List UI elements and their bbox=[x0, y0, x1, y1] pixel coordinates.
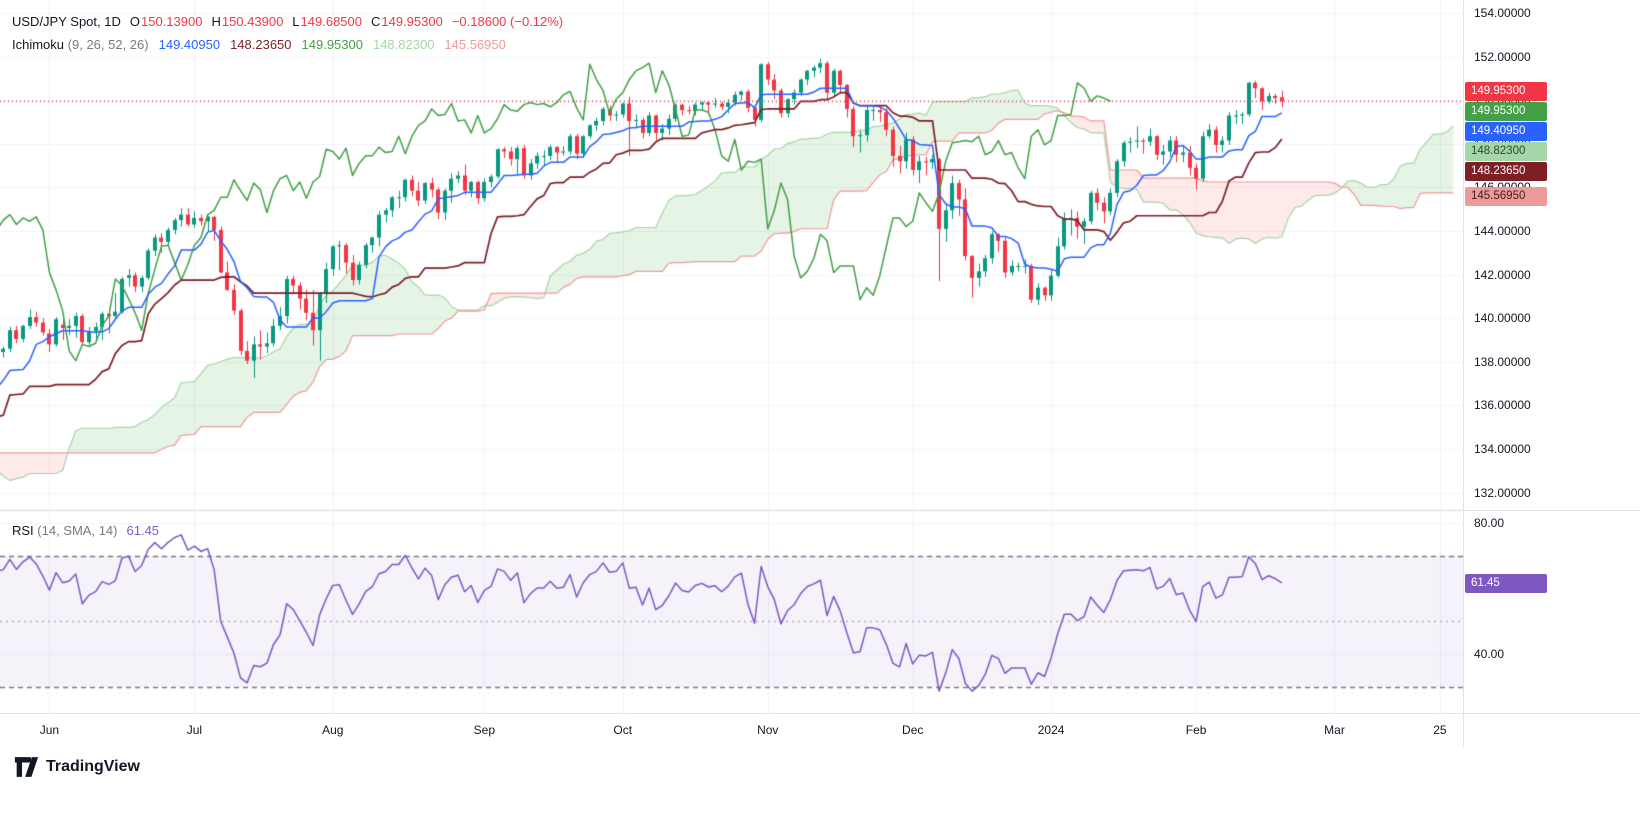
price-axis-label: 138.00000 bbox=[1474, 354, 1531, 369]
price-legend: USD/JPY Spot, 1D O150.13900 H150.43900 L149… bbox=[12, 10, 563, 56]
ohlc-value: 150.43900 bbox=[221, 14, 284, 29]
rsi-title[interactable]: RSI (14, SMA, 14) bbox=[12, 523, 118, 538]
ohlc-key: L bbox=[292, 14, 300, 29]
time-axis-label: Feb bbox=[1185, 723, 1207, 737]
price-scale-border bbox=[1463, 0, 1464, 747]
price-axis-label: 140.00000 bbox=[1474, 311, 1531, 326]
price-badge: 148.23650 bbox=[1465, 161, 1547, 181]
ohlc-key: C bbox=[370, 14, 381, 29]
time-scale[interactable]: Jun Jul Aug Sep Oct Nov Dec 2024 Feb Mar 25 bbox=[0, 714, 1463, 746]
ichimoku-value: 145.56950 bbox=[444, 37, 506, 52]
ohlc-value: 149.95300 bbox=[381, 14, 443, 29]
tradingview-brand-text: TradingView bbox=[46, 758, 140, 775]
rsi-axis-label: 40.00 bbox=[1474, 647, 1505, 662]
time-axis-label: 25 bbox=[1433, 723, 1447, 737]
price-axis-label: 144.00000 bbox=[1474, 224, 1531, 239]
symbol-legend-row: USD/JPY Spot, 1D O150.13900 H150.43900 L149… bbox=[12, 10, 563, 33]
price-axis-label: 142.00000 bbox=[1474, 267, 1531, 282]
price-badge: 149.95300 bbox=[1465, 101, 1547, 121]
time-axis-label: Jul bbox=[186, 723, 203, 737]
rsi-legend: RSI (14, SMA, 14) 61.45 bbox=[12, 523, 159, 538]
time-axis-label: 2024 bbox=[1037, 723, 1065, 737]
ichimoku-legend-row: Ichimoku (9, 26, 52, 26) 149.40950 148.236… bbox=[12, 33, 563, 56]
ohlc-key: H bbox=[211, 14, 221, 29]
time-axis-label: Oct bbox=[613, 723, 633, 737]
pane-divider[interactable] bbox=[1463, 510, 1640, 511]
time-axis-label: Nov bbox=[757, 723, 779, 737]
rsi-axis-label: 80.00 bbox=[1474, 516, 1505, 531]
rsi-badge: 61.45 bbox=[1465, 574, 1547, 594]
ohlc-values: O150.13900 H150.43900 L149.68500 C149.95300 bbox=[121, 14, 443, 29]
time-scale-border bbox=[0, 713, 1640, 714]
price-badge: 149.95300 bbox=[1465, 81, 1547, 101]
ichimoku-value: 148.23650 bbox=[230, 37, 292, 52]
price-badge: 145.56950 bbox=[1465, 187, 1547, 207]
rsi-value: 61.45 bbox=[126, 523, 160, 538]
price-axis-label: 136.00000 bbox=[1474, 398, 1531, 413]
time-axis-label: Mar bbox=[1324, 723, 1345, 737]
rsi-params: (14, SMA, 14) bbox=[37, 523, 118, 538]
ohlc-key: O bbox=[129, 14, 140, 29]
ohlc-value: 150.13900 bbox=[141, 14, 203, 29]
price-axis-label: 154.00000 bbox=[1474, 6, 1531, 21]
symbol-title[interactable]: USD/JPY Spot, 1D bbox=[12, 14, 121, 29]
price-axis-label: 134.00000 bbox=[1474, 441, 1531, 456]
time-axis-label: Aug bbox=[322, 723, 344, 737]
ichimoku-value: 149.95300 bbox=[301, 37, 363, 52]
rsi-name: RSI bbox=[12, 523, 34, 538]
price-badge: 149.40950 bbox=[1465, 121, 1547, 141]
price-badge: 148.82300 bbox=[1465, 141, 1547, 161]
ichimoku-name: Ichimoku bbox=[12, 37, 65, 52]
ichimoku-value: 148.82300 bbox=[372, 37, 435, 52]
ichimoku-params: (9, 26, 52, 26) bbox=[67, 37, 149, 52]
time-axis-label: Jun bbox=[39, 723, 60, 737]
price-scale[interactable]: 154.00000152.00000150.00000148.00000146.… bbox=[1464, 0, 1640, 713]
ichimoku-title[interactable]: Ichimoku (9, 26, 52, 26) bbox=[12, 37, 149, 52]
ohlc-value: 149.68500 bbox=[300, 14, 362, 29]
time-axis-label: Sep bbox=[473, 723, 496, 737]
tradingview-logo-icon bbox=[14, 757, 39, 777]
price-axis-label: 152.00000 bbox=[1474, 49, 1531, 64]
price-change: −0.18600 (−0.12%) bbox=[451, 14, 564, 29]
chart-canvas[interactable] bbox=[0, 0, 1463, 713]
ichimoku-value: 149.40950 bbox=[158, 37, 221, 52]
tradingview-attribution[interactable]: TradingView bbox=[14, 756, 140, 778]
time-axis-label: Dec bbox=[902, 723, 924, 737]
price-axis-label: 132.00000 bbox=[1474, 485, 1531, 500]
ichimoku-values: 149.40950 148.23650 149.95300 148.82300 145.… bbox=[149, 37, 506, 52]
